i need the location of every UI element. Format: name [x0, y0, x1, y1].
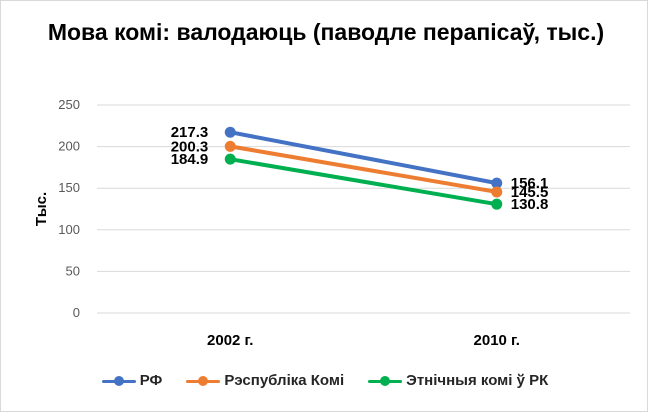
data-point: [491, 198, 503, 210]
y-tick-label: 150: [58, 180, 80, 195]
y-axis-title: Тыс.: [33, 192, 50, 226]
data-label: 156.1: [511, 175, 549, 192]
y-tick-label: 50: [66, 263, 80, 278]
legend-label: Рэспубліка Комі: [224, 372, 345, 389]
data-label: 217.3: [171, 124, 209, 141]
data-point: [491, 186, 503, 198]
data-label: 184.9: [171, 151, 209, 168]
chart-title: Мова комі: валодаюць (паводле перапісаў,…: [47, 19, 605, 45]
legend-item: Рэспубліка Комі: [186, 372, 344, 389]
legend-label: РФ: [139, 372, 163, 389]
series-line: [228, 157, 499, 207]
legend-item: Этнічныя комі ў РК: [368, 372, 548, 389]
data-point: [224, 126, 236, 138]
y-tick-label: 100: [58, 222, 80, 237]
legend-item: РФ: [101, 372, 163, 389]
data-label: 130.8: [511, 196, 549, 213]
x-category-label: 2010 г.: [474, 332, 520, 349]
data-point: [224, 153, 236, 165]
y-tick-label: 200: [58, 139, 80, 154]
series-line: [228, 144, 499, 194]
x-category-label: 2002 г.: [207, 332, 253, 349]
y-tick-label: 0: [73, 305, 80, 320]
series-line: [228, 130, 499, 186]
data-label: 145.5: [511, 184, 549, 201]
data-point: [224, 140, 236, 152]
legend-swatch: [101, 375, 136, 387]
y-tick-label: 250: [58, 97, 80, 112]
chart-legend: РФ Рэспубліка Комі Этнічныя комі ў РК: [0, 372, 650, 389]
legend-swatch: [368, 375, 403, 387]
legend-label: Этнічныя комі ў РК: [406, 372, 549, 389]
data-label: 200.3: [171, 138, 209, 155]
legend-swatch: [186, 375, 221, 387]
